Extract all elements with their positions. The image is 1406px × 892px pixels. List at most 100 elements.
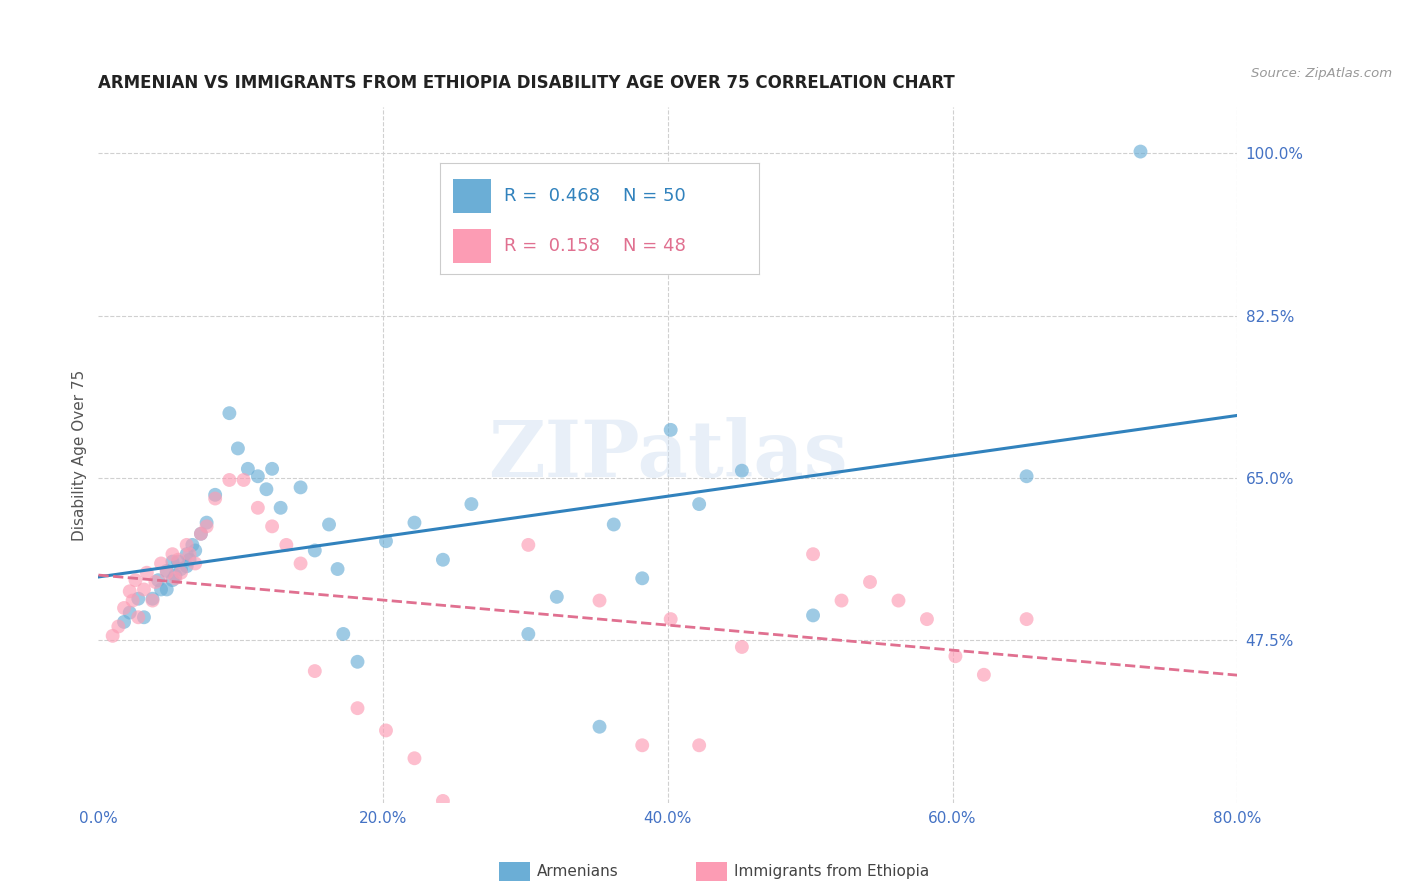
Point bbox=[218, 473, 240, 487]
Point bbox=[326, 562, 349, 576]
Point bbox=[517, 627, 540, 641]
Point bbox=[375, 534, 398, 549]
Point bbox=[304, 664, 326, 678]
Text: ARMENIAN VS IMMIGRANTS FROM ETHIOPIA DISABILITY AGE OVER 75 CORRELATION CHART: ARMENIAN VS IMMIGRANTS FROM ETHIOPIA DIS… bbox=[98, 74, 955, 92]
Point bbox=[945, 649, 967, 664]
Point bbox=[132, 610, 155, 624]
Point bbox=[246, 469, 269, 483]
Point bbox=[346, 655, 368, 669]
Point bbox=[801, 608, 824, 623]
Point bbox=[132, 582, 155, 597]
Point bbox=[731, 464, 754, 478]
Point bbox=[887, 593, 910, 607]
Point bbox=[162, 547, 184, 561]
Point bbox=[262, 462, 284, 476]
Point bbox=[148, 573, 170, 587]
Point bbox=[375, 723, 398, 738]
Point bbox=[118, 606, 141, 620]
Point bbox=[304, 543, 326, 558]
Y-axis label: Disability Age Over 75: Disability Age Over 75 bbox=[72, 369, 87, 541]
Point bbox=[276, 538, 298, 552]
Point bbox=[659, 423, 682, 437]
Point bbox=[460, 497, 482, 511]
Point bbox=[1015, 612, 1038, 626]
Point bbox=[1129, 145, 1152, 159]
Point bbox=[165, 571, 187, 585]
Point bbox=[127, 610, 149, 624]
Point bbox=[190, 526, 212, 541]
Point bbox=[801, 547, 824, 561]
Point bbox=[254, 482, 277, 496]
Point bbox=[588, 593, 610, 607]
Point bbox=[236, 462, 259, 476]
Point bbox=[112, 615, 135, 629]
Point bbox=[118, 584, 141, 599]
Point bbox=[190, 526, 212, 541]
Point bbox=[232, 473, 254, 487]
Point bbox=[101, 629, 124, 643]
Point bbox=[973, 667, 995, 681]
Point bbox=[135, 566, 157, 580]
Point bbox=[432, 794, 454, 808]
Point bbox=[688, 739, 710, 753]
Point bbox=[404, 751, 426, 765]
Point bbox=[290, 480, 312, 494]
Text: Source: ZipAtlas.com: Source: ZipAtlas.com bbox=[1251, 67, 1392, 80]
Point bbox=[112, 601, 135, 615]
Point bbox=[127, 591, 149, 606]
Point bbox=[731, 640, 754, 654]
Point bbox=[262, 519, 284, 533]
Point bbox=[167, 555, 190, 569]
Point bbox=[176, 547, 198, 561]
Point bbox=[631, 571, 654, 585]
Point bbox=[204, 488, 226, 502]
Point bbox=[226, 442, 249, 456]
Point bbox=[150, 582, 173, 597]
Point bbox=[195, 516, 218, 530]
Point bbox=[124, 573, 146, 587]
Point bbox=[246, 500, 269, 515]
Point bbox=[162, 555, 184, 569]
Point bbox=[107, 619, 129, 633]
Text: Immigrants from Ethiopia: Immigrants from Ethiopia bbox=[734, 864, 929, 879]
Point bbox=[184, 557, 207, 571]
Point bbox=[179, 547, 201, 561]
Point bbox=[156, 582, 179, 597]
Point bbox=[204, 491, 226, 506]
Point bbox=[165, 568, 187, 582]
Point bbox=[184, 543, 207, 558]
Point bbox=[121, 593, 143, 607]
Point bbox=[156, 564, 179, 578]
Point bbox=[218, 406, 240, 420]
Point bbox=[915, 612, 938, 626]
Point bbox=[195, 519, 218, 533]
Point bbox=[346, 701, 368, 715]
Point bbox=[404, 516, 426, 530]
Point bbox=[156, 566, 179, 580]
Point bbox=[290, 557, 312, 571]
Point bbox=[588, 720, 610, 734]
Point bbox=[170, 562, 193, 576]
Point bbox=[517, 538, 540, 552]
Point bbox=[181, 538, 204, 552]
Text: ZIPatlas: ZIPatlas bbox=[488, 417, 848, 493]
Point bbox=[631, 739, 654, 753]
Point bbox=[688, 497, 710, 511]
Point bbox=[167, 553, 190, 567]
Point bbox=[318, 517, 340, 532]
Point bbox=[270, 500, 292, 515]
Point bbox=[141, 593, 163, 607]
Point bbox=[176, 559, 198, 574]
Point bbox=[162, 573, 184, 587]
Point bbox=[145, 574, 167, 589]
Point bbox=[176, 538, 198, 552]
Point bbox=[170, 566, 193, 580]
Point bbox=[1015, 469, 1038, 483]
Point bbox=[332, 627, 354, 641]
Point bbox=[659, 612, 682, 626]
Point bbox=[141, 591, 163, 606]
Text: Armenians: Armenians bbox=[537, 864, 619, 879]
Point bbox=[603, 517, 626, 532]
Point bbox=[831, 593, 853, 607]
Point bbox=[432, 553, 454, 567]
